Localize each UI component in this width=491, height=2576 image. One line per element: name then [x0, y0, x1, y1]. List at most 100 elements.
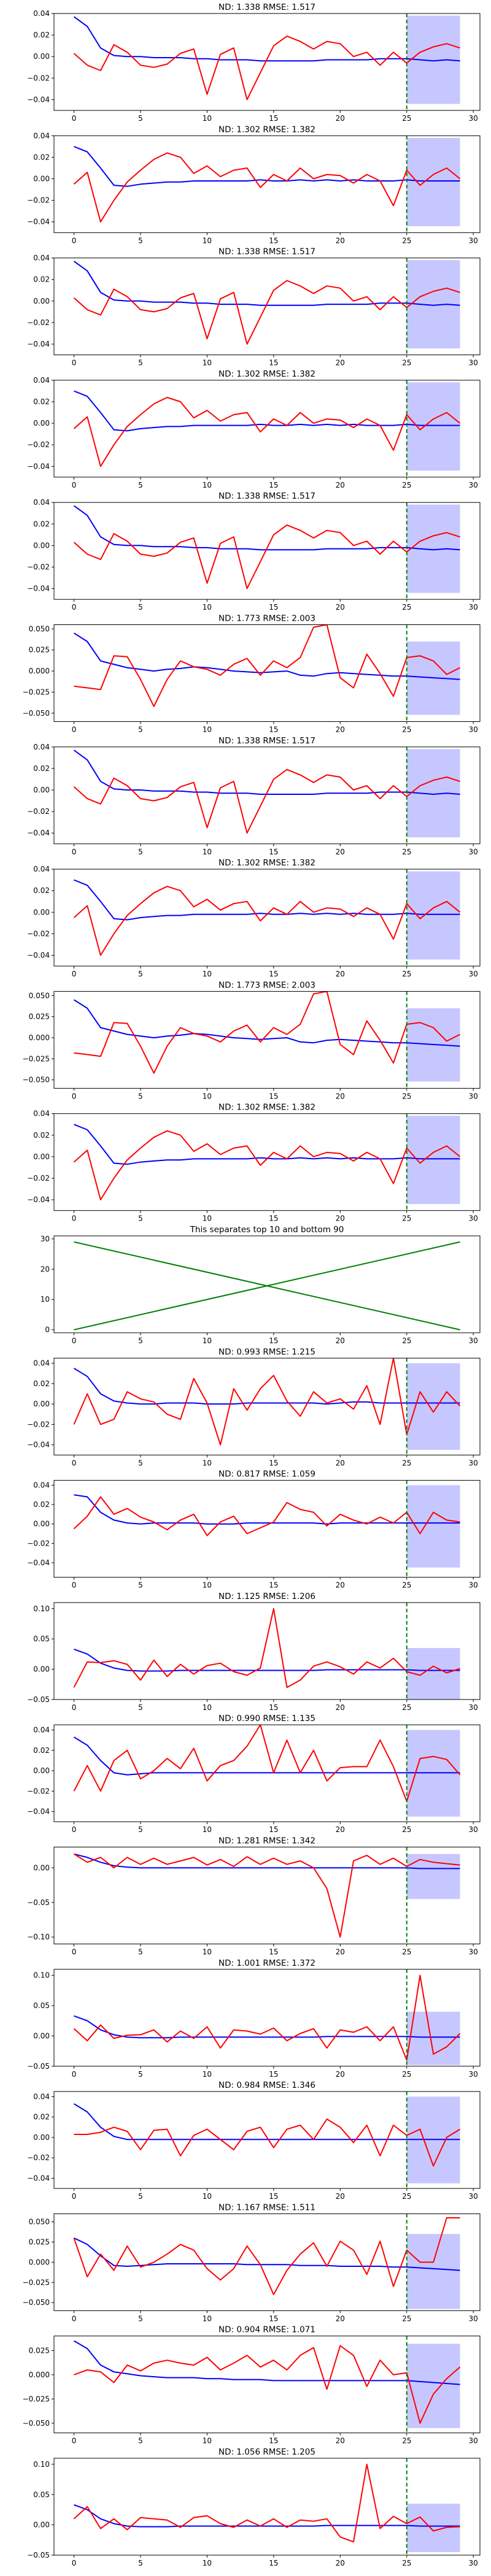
x-tick-label: 20	[336, 2070, 345, 2079]
y-tick-label: −0.050	[23, 2419, 50, 2428]
x-tick-label: 20	[336, 236, 345, 245]
y-tick-label: 0.04	[33, 1481, 50, 1490]
prediction-interval-band	[406, 1853, 460, 1899]
y-tick-label: −0.050	[23, 1076, 50, 1084]
y-tick-label: 0.00	[33, 908, 50, 916]
y-tick-label: 0.02	[33, 397, 50, 406]
x-tick-label: 5	[138, 1336, 143, 1345]
plot-frame	[53, 380, 481, 478]
plot-area	[74, 1241, 460, 1331]
plot-frame	[53, 2458, 481, 2556]
chart-title: ND: 1.773 RMSE: 2.003	[218, 980, 315, 990]
x-tick-label: 10	[203, 1581, 212, 1590]
x-tick-label: 25	[402, 1459, 411, 1467]
x-tick-label: 15	[269, 1581, 278, 1590]
prediction-interval-band	[406, 1485, 460, 1568]
x-tick-label: 20	[336, 114, 345, 123]
x-tick-label: 5	[138, 1214, 143, 1223]
y-tick-label: −0.02	[27, 196, 50, 205]
plot-frame	[53, 624, 481, 722]
x-tick-label: 5	[138, 603, 143, 611]
forecast-line	[73, 999, 460, 1047]
x-tick-label: 15	[269, 1703, 278, 1712]
ascending-line	[74, 1241, 460, 1331]
x-tick-label: 20	[336, 1336, 345, 1345]
chart-title: ND: 1.167 RMSE: 1.511	[218, 2202, 315, 2212]
x-tick-label: 30	[469, 359, 478, 367]
x-tick-label: 25	[402, 726, 411, 734]
forecast-line	[73, 2340, 460, 2385]
y-tick-label: −0.04	[27, 829, 50, 837]
x-tick-label: 30	[469, 2559, 478, 2567]
y-tick-label: 0.04	[33, 9, 50, 18]
y-tick-label: 0.00	[33, 1400, 50, 1408]
y-tick-label: 0.10	[33, 1604, 50, 1613]
x-tick-label: 0	[72, 1581, 77, 1590]
y-tick-label: 0.02	[33, 275, 50, 284]
x-tick-label: 0	[72, 603, 77, 611]
y-tick-label: 0.02	[33, 519, 50, 528]
y-tick-label: −0.02	[27, 929, 50, 938]
x-tick-label: 5	[138, 1581, 143, 1590]
chart-panel-13: ND: 0.817 RMSE: 1.059 0.04 0.02 0.00 −0.02 −0…	[27, 1470, 481, 1590]
x-tick-label: 0	[72, 2437, 77, 2445]
x-tick-label: 30	[469, 970, 478, 978]
plot-frame	[53, 868, 481, 967]
plot-frame	[53, 13, 481, 111]
x-tick-label: 30	[469, 603, 478, 611]
x-tick-label: 20	[336, 726, 345, 734]
x-tick-label: 0	[72, 1092, 77, 1100]
forecast-line	[73, 261, 460, 306]
y-tick-label: 0.04	[33, 743, 50, 751]
plot-frame	[53, 502, 481, 600]
plot-area	[73, 258, 460, 355]
x-tick-label: 0	[72, 1336, 77, 1345]
y-tick-label: −0.025	[23, 688, 50, 696]
y-tick-label: 0.00	[33, 1863, 50, 1872]
y-tick-label: −0.05	[27, 2062, 50, 2071]
y-tick-label: −0.05	[27, 2551, 50, 2559]
y-tick-label: 0.10	[33, 2460, 50, 2469]
actual-line	[74, 991, 460, 1074]
y-tick-label: 0.050	[29, 624, 50, 633]
forecast-line	[73, 2103, 460, 2141]
x-tick-label: 15	[269, 1948, 278, 1957]
x-tick-label: 15	[269, 114, 278, 123]
x-tick-label: 15	[269, 236, 278, 245]
x-tick-label: 30	[469, 848, 478, 856]
actual-line	[73, 280, 460, 345]
y-tick-label: 0.000	[29, 1033, 50, 1042]
chart-panel-7: ND: 1.338 RMSE: 1.517 0.04 0.02 0.00 −0.02 −0…	[27, 736, 481, 856]
y-tick-label: 0.02	[33, 1379, 50, 1388]
x-tick-label: 20	[336, 2192, 345, 2201]
x-tick-label: 0	[72, 1825, 77, 1834]
y-tick-label: −0.02	[27, 563, 50, 572]
x-tick-label: 15	[269, 1336, 278, 1345]
chart-title: ND: 1.001 RMSE: 1.372	[218, 1958, 315, 1968]
actual-line	[73, 1608, 460, 1689]
x-tick-label: 30	[469, 1581, 478, 1590]
y-tick-label: −0.02	[27, 1539, 50, 1547]
actual-line	[73, 2217, 460, 2296]
x-tick-label: 25	[402, 1581, 411, 1590]
plot-frame	[53, 135, 481, 233]
y-tick-label: −0.04	[27, 2174, 50, 2182]
plot-area	[73, 2458, 460, 2555]
y-tick-label: −0.05	[27, 1898, 50, 1907]
prediction-interval-band	[406, 1116, 460, 1205]
y-tick-label: −0.02	[27, 318, 50, 327]
x-tick-label: 20	[336, 970, 345, 978]
x-tick-label: 0	[72, 2314, 77, 2323]
plot-frame	[53, 746, 481, 845]
y-tick-label: −0.04	[27, 218, 50, 226]
y-tick-label: −0.025	[23, 2278, 50, 2287]
actual-line	[73, 769, 460, 834]
plot-area	[73, 2091, 461, 2189]
y-tick-label: 0	[45, 1325, 50, 1334]
x-tick-label: 30	[469, 1825, 478, 1834]
y-tick-label: 0.00	[33, 541, 50, 550]
y-tick-label: 0.04	[33, 376, 50, 385]
x-tick-label: 15	[269, 481, 278, 489]
actual-line	[74, 2345, 461, 2424]
